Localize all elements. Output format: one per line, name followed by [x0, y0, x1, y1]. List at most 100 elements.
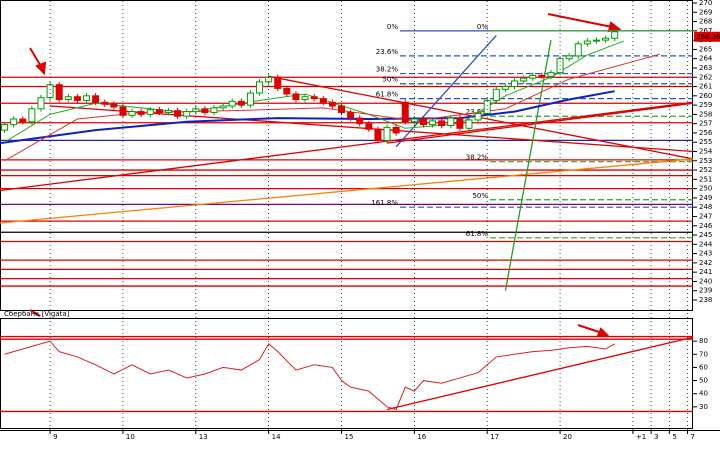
candle-body	[219, 105, 227, 109]
trend-line	[504, 40, 552, 291]
x-tick-label: 17	[490, 433, 499, 441]
y-tick-label: 242	[699, 259, 712, 267]
y-tick-label: 247	[699, 212, 712, 220]
moving-average	[4, 53, 661, 162]
panel-title: Сбербанк [Vigata]	[4, 310, 70, 318]
y-tick-label: 261	[699, 83, 712, 91]
y-tick-label: 243	[699, 250, 712, 258]
candle-body	[292, 93, 300, 101]
x-tick-label: 5	[672, 433, 676, 441]
candle-body	[383, 126, 391, 141]
x-tick-label: 20	[563, 433, 572, 441]
y-tick-label: 60	[699, 363, 708, 371]
arrow	[547, 13, 613, 28]
candle-body	[438, 120, 446, 127]
y-tick-label: 246	[699, 222, 713, 230]
candle-body	[46, 84, 54, 99]
candle-body	[174, 110, 182, 117]
candle-body	[356, 117, 364, 125]
x-tick-label: +1	[636, 433, 646, 441]
y-tick-label: 251	[699, 175, 712, 183]
y-tick-label: 249	[699, 194, 712, 202]
x-tick-label: 10	[126, 433, 135, 441]
last-price-box	[694, 31, 720, 42]
x-tick-label: 3	[654, 433, 658, 441]
candle-body	[246, 92, 254, 106]
candle-body	[547, 72, 555, 77]
candle-body	[119, 106, 127, 116]
candle-body	[392, 126, 400, 134]
trend-line	[386, 336, 694, 411]
main-panel	[0, 0, 693, 311]
candle-body	[602, 37, 610, 41]
x-tick-label: 15	[344, 433, 353, 441]
y-tick-label: 248	[699, 203, 712, 211]
candle-body	[155, 109, 163, 114]
y-tick-label: 257	[699, 120, 712, 128]
y-tick-label: 80	[699, 337, 708, 345]
fib-label: 61.8%	[376, 91, 399, 99]
x-tick-label: 7	[691, 433, 695, 441]
arrow	[577, 324, 603, 334]
candle-body	[310, 96, 318, 100]
candle-body	[183, 111, 191, 117]
candle-body	[55, 84, 63, 101]
fib-label: 0%	[477, 23, 488, 31]
candle-body	[456, 117, 464, 129]
trend-line	[0, 158, 694, 224]
arrow-head	[607, 21, 622, 33]
candle-body	[201, 108, 209, 114]
trend-line	[0, 101, 694, 192]
x-tick-label: 9	[53, 433, 57, 441]
y-tick-label: 30	[699, 403, 708, 411]
candle-body	[210, 107, 218, 114]
candle-body	[483, 99, 491, 114]
candle-body	[73, 96, 81, 101]
candle-body	[511, 80, 519, 88]
y-tick-label: 238	[699, 296, 712, 304]
candle-body	[37, 97, 45, 110]
y-tick-label: 70	[699, 350, 708, 358]
y-tick-label: 262	[699, 73, 712, 81]
candle-body	[19, 118, 27, 123]
candle-body	[192, 108, 200, 113]
candle-body	[237, 100, 245, 106]
y-tick-label: 252	[699, 166, 712, 174]
y-tick-label: 260	[699, 92, 712, 100]
oscillator-panel	[0, 318, 693, 429]
fib-label: 61.8%	[466, 230, 489, 238]
candle-body	[274, 76, 282, 89]
x-tick-label: 14	[272, 433, 281, 441]
candle-body	[64, 96, 72, 101]
fib-label: 38.2%	[376, 66, 399, 74]
candle-body	[520, 77, 528, 82]
y-tick-label: 240	[699, 277, 712, 285]
candle-body	[365, 123, 373, 130]
y-tick-label: 241	[699, 268, 712, 276]
y-tick-label: 40	[699, 390, 708, 398]
candle-body	[492, 88, 500, 101]
annotation-arrows	[29, 13, 622, 338]
fib-label: 50%	[382, 76, 398, 84]
x-tick-label: 16	[417, 433, 426, 441]
candle-body	[319, 98, 327, 103]
candle-body	[611, 31, 619, 39]
candle-body	[301, 96, 309, 101]
candle-body	[374, 128, 382, 141]
fib-label: 161.8%	[371, 199, 398, 207]
fib-label: 50%	[472, 192, 488, 200]
oscillator-line	[4, 340, 615, 411]
y-tick-label: 265	[699, 45, 712, 53]
y-tick-label: 253	[699, 157, 712, 165]
y-tick-label: 245	[699, 231, 712, 239]
moving-average	[0, 90, 615, 145]
candle-body	[146, 109, 154, 115]
fib-label: 23.6%	[376, 48, 399, 56]
candle-body	[28, 108, 36, 123]
candle-body	[447, 117, 455, 127]
candle-body	[429, 120, 437, 126]
fib-label: 38.2%	[466, 154, 489, 162]
candle-body	[110, 103, 118, 108]
y-tick-label: 50	[699, 377, 708, 385]
